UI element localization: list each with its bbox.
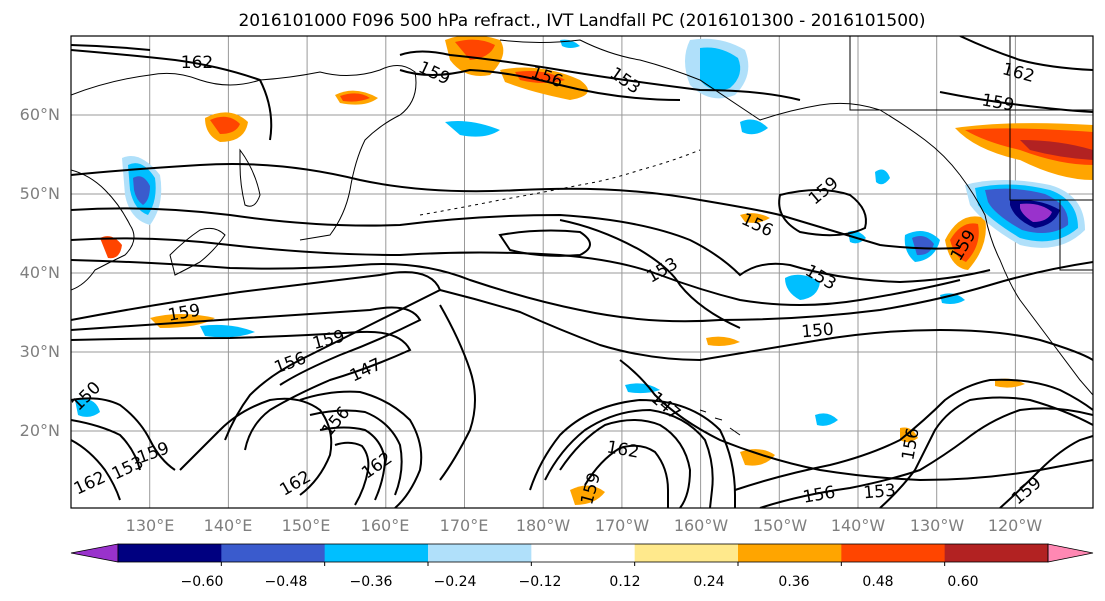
colorbar-segment [634,544,739,562]
ivt-positive-region [706,336,740,346]
colorbar-segment [118,544,222,562]
alaska-coastline [499,39,961,176]
ivt-negative-region [785,274,820,300]
border-line [849,36,1093,111]
latitude-labels: 60°N 50°N 40°N 30°N 20°N [20,105,60,440]
kamchatka-coastline [239,148,261,207]
lon-label: 180°W [516,516,571,535]
colorbar-tick-label: 0.24 [693,574,724,590]
colorbar-tick-labels: −0.60 −0.48 −0.36 −0.24 −0.12 0.12 0.24 … [181,574,979,590]
lon-label: 130°W [910,516,965,535]
map-background [71,36,1093,508]
lat-label: 40°N [20,263,60,282]
ivt-positive-region [1020,140,1093,160]
ivt-positive-region [210,116,240,134]
colorbar-tick-label: −0.48 [265,574,308,590]
colorbar-extend-max [1047,543,1094,563]
ivt-negative-region [700,47,741,91]
colorbar-segment [944,544,1049,562]
ivt-negative-region [1020,203,1052,222]
ivt-positive-region [455,39,495,60]
ivt-positive-region [740,449,775,466]
ivt-negative-region [445,121,500,137]
colorbar-segment [738,544,842,562]
refractivity-contours [71,36,1093,508]
ivt-negative-region [75,398,100,417]
ivt-negative-region [200,324,255,338]
border-line [1009,36,1093,201]
lon-label: 160°W [674,516,729,535]
lon-label: 170°W [595,516,650,535]
ivt-negative-region [133,176,150,205]
colorbar-tick-label: 0.48 [862,574,893,590]
contour-label: 162 [181,53,213,73]
lat-label: 50°N [20,184,60,203]
na-coastline [959,174,1093,396]
ivt-positive-region [950,223,979,262]
ivt-positive-region [515,71,565,83]
lon-label: 130°E [126,516,175,535]
colorbar-tick-label: −0.12 [519,574,562,590]
colorbar-tick-label: −0.24 [434,574,477,590]
colorbar-border [117,543,1049,563]
colorbar [70,543,1094,566]
map-frame [70,35,1094,509]
colorbar-segment [324,544,429,562]
asia-coastline [71,65,417,241]
ivt-positive-region [740,213,770,223]
colorbar-tick-label: 0.36 [778,574,809,590]
ivt-negative-region [815,413,838,426]
japan-coastline [169,227,226,276]
colorbar-segment [221,544,326,562]
ivt-positive-region [100,236,122,259]
lon-label: 150°W [753,516,808,535]
colorbar-segment [531,544,636,562]
ivt-positive-region [570,485,605,505]
border-line [1059,200,1093,271]
aleutian-chain [419,149,701,216]
coastlines [71,36,1093,436]
lon-label: 170°E [440,516,489,535]
ivt-positive-region [340,93,370,102]
contour-label: 153 [863,481,897,504]
asia-coastline [71,169,135,291]
colorbar-extend-min [70,543,119,563]
lon-label: 160°E [361,516,410,535]
colorbar-segment [841,544,946,562]
ivt-negative-region [740,119,768,135]
longitude-labels: 130°E 140°E 150°E 160°E 170°E 180°W 170°… [126,516,1043,535]
lon-label: 140°W [831,516,886,535]
ivt-negative-region [912,236,934,256]
contour-label: 150 [801,320,835,343]
colorbar-tick-label: −0.36 [350,574,393,590]
lon-label: 140°E [204,516,253,535]
colorbar-tick-label: −0.60 [181,574,224,590]
colorbar-tick-label: 0.60 [947,574,978,590]
ivt-positive-region [900,427,918,443]
colorbar-tick-label: 0.12 [609,574,640,590]
lat-label: 20°N [20,421,60,440]
lon-label: 120°W [988,516,1043,535]
figure-title: 2016101000 F096 500 hPa refract., IVT La… [238,11,925,31]
lat-label: 30°N [20,342,60,361]
ivt-negative-region [875,169,890,185]
lat-label: 60°N [20,105,60,124]
hawaii-islands [699,409,741,436]
colorbar-segment [428,544,532,562]
lon-label: 150°E [282,516,331,535]
